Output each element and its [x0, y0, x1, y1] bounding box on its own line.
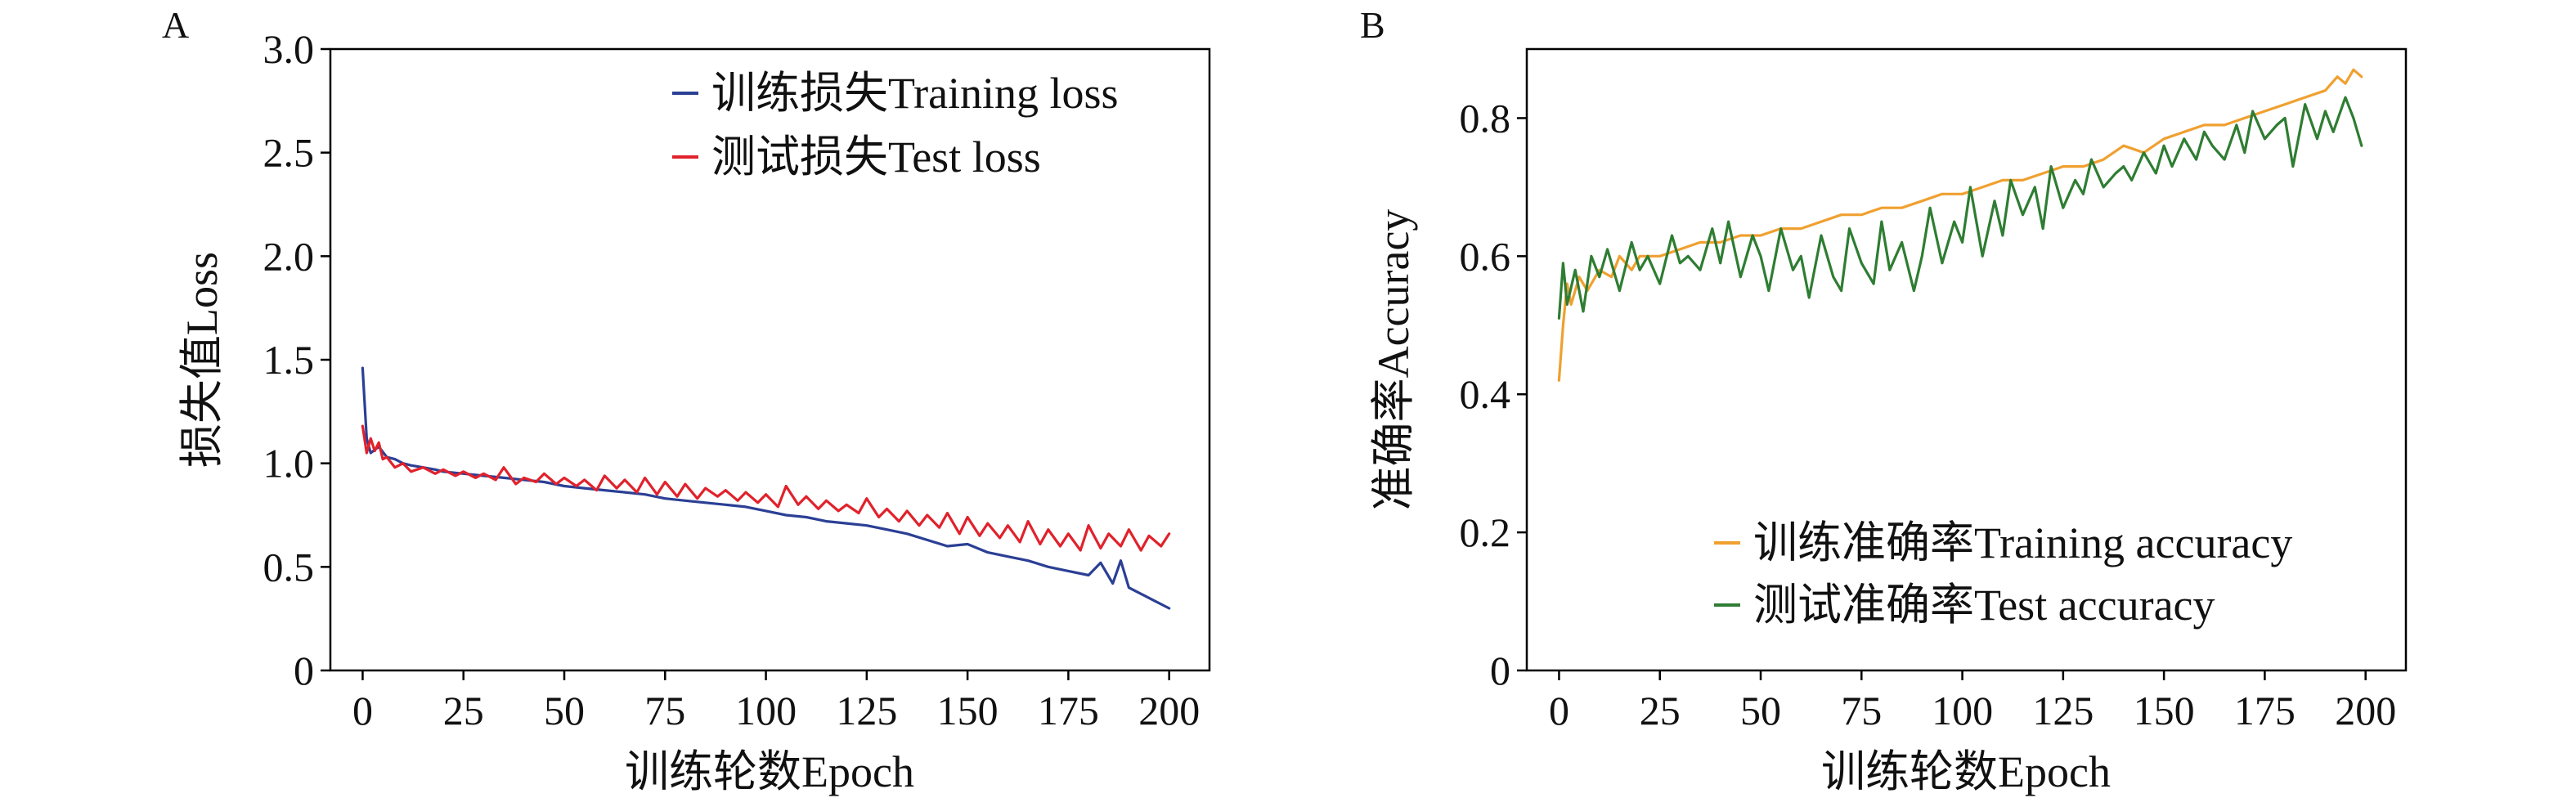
panel-a-y-tick-label: 1.0 [263, 441, 315, 486]
panel-a-x-tick-label: 75 [644, 688, 685, 733]
panel-a-x-tick-label: 25 [443, 688, 484, 733]
panel-b-x-tick-label: 75 [1841, 688, 1882, 733]
panel-a-y-tick-label: 0.5 [263, 544, 315, 590]
panel-b-x-tick-label: 125 [2032, 688, 2094, 733]
panel-a-x-tick-label: 100 [735, 688, 797, 733]
panel-b-y-tick-label: 0.6 [1460, 233, 1511, 279]
panel-a-x-axis-title: 训练轮数Epoch [625, 747, 914, 796]
panel-b-plot-frame [1525, 47, 2408, 672]
panel-b-x-ticks: 0 25 50 75 100 125 150 175 200 [1549, 670, 2396, 733]
panel-b-series-training-accuracy [1557, 68, 2363, 382]
panel-b-y-axis-title: 准确率Accuracy [1369, 209, 1418, 511]
panel-a-y-tick-label: 0 [294, 648, 314, 693]
legend-label-test-loss: 测试损失Test loss [711, 132, 1041, 182]
legend-label-test-accuracy: 测试准确率Test accuracy [1753, 581, 2215, 630]
panel-b-x-tick-label: 150 [2134, 688, 2195, 733]
legend-item-test-accuracy: 测试准确率Test accuracy [1714, 581, 2215, 630]
panel-a-series-training-loss [361, 366, 1171, 610]
panel-b-label: B [1360, 4, 1385, 46]
panel-a-x-tick-label: 175 [1038, 688, 1099, 733]
panel-b-x-tick-label: 200 [2335, 688, 2396, 733]
panel-b-x-tick-label: 100 [1932, 688, 1993, 733]
panel-a-x-tick-label: 125 [836, 688, 897, 733]
panel-a-y-tick-label: 2.5 [263, 130, 315, 176]
panel-a-y-ticks: 0 0.5 1.0 1.5 2.0 2.5 3.0 [263, 26, 330, 693]
legend-item-training-loss: 训练损失Training loss [672, 69, 1119, 118]
panel-a-y-tick-label: 3.0 [263, 26, 315, 72]
legend-label-training-accuracy: 训练准确率Training accuracy [1753, 518, 2292, 567]
panel-a-x-ticks: 0 25 50 75 100 125 150 175 200 [352, 670, 1200, 733]
panel-b-y-ticks: 0 0.2 0.4 0.6 0.8 [1460, 95, 1527, 693]
panel-a-label: A [162, 4, 189, 46]
panel-b-y-tick-label: 0.8 [1460, 95, 1511, 141]
panel-a-x-tick-label: 0 [352, 688, 373, 733]
panel-b-y-tick-label: 0.4 [1460, 371, 1511, 417]
panel-b-x-tick-label: 25 [1640, 688, 1681, 733]
panel-b-accuracy-chart: B 0 25 50 75 100 125 150 175 200 0 0.2 0.4 0.6 0.8 训… [1360, 4, 2408, 796]
panel-b-x-tick-label: 50 [1740, 688, 1781, 733]
panel-a-series-layer [361, 366, 1171, 610]
panel-a-x-tick-label: 200 [1138, 688, 1200, 733]
panel-a-x-tick-label: 150 [937, 688, 999, 733]
panel-b-legend: 训练准确率Training accuracy 测试准确率Test accurac… [1714, 518, 2292, 630]
legend-label-training-loss: 训练损失Training loss [711, 69, 1119, 118]
legend-item-training-accuracy: 训练准确率Training accuracy [1714, 518, 2292, 567]
panel-a-x-tick-label: 50 [544, 688, 585, 733]
legend-item-test-loss: 测试损失Test loss [672, 132, 1041, 182]
panel-b-x-tick-label: 0 [1549, 688, 1569, 733]
panel-b-y-tick-label: 0.2 [1460, 509, 1511, 555]
panel-a-y-tick-label: 2.0 [263, 233, 315, 279]
panel-b-series-layer [1557, 68, 2363, 382]
panel-a-y-axis-title: 损失值Loss [177, 252, 227, 468]
panel-a-y-tick-label: 1.5 [263, 337, 315, 383]
panel-b-x-tick-label: 175 [2234, 688, 2296, 733]
panel-b-series-test-accuracy [1557, 96, 2363, 320]
panel-b-x-axis-title: 训练轮数Epoch [1821, 747, 2111, 796]
panel-a-legend: 训练损失Training loss 测试损失Test loss [672, 69, 1119, 182]
panel-a-loss-chart: A 0 25 50 75 100 125 150 175 200 0 0.5 1.0 1.5 2.0 2.… [162, 4, 1211, 796]
panel-a-series-test-loss [361, 424, 1171, 552]
panel-b-y-tick-label: 0 [1490, 648, 1510, 693]
